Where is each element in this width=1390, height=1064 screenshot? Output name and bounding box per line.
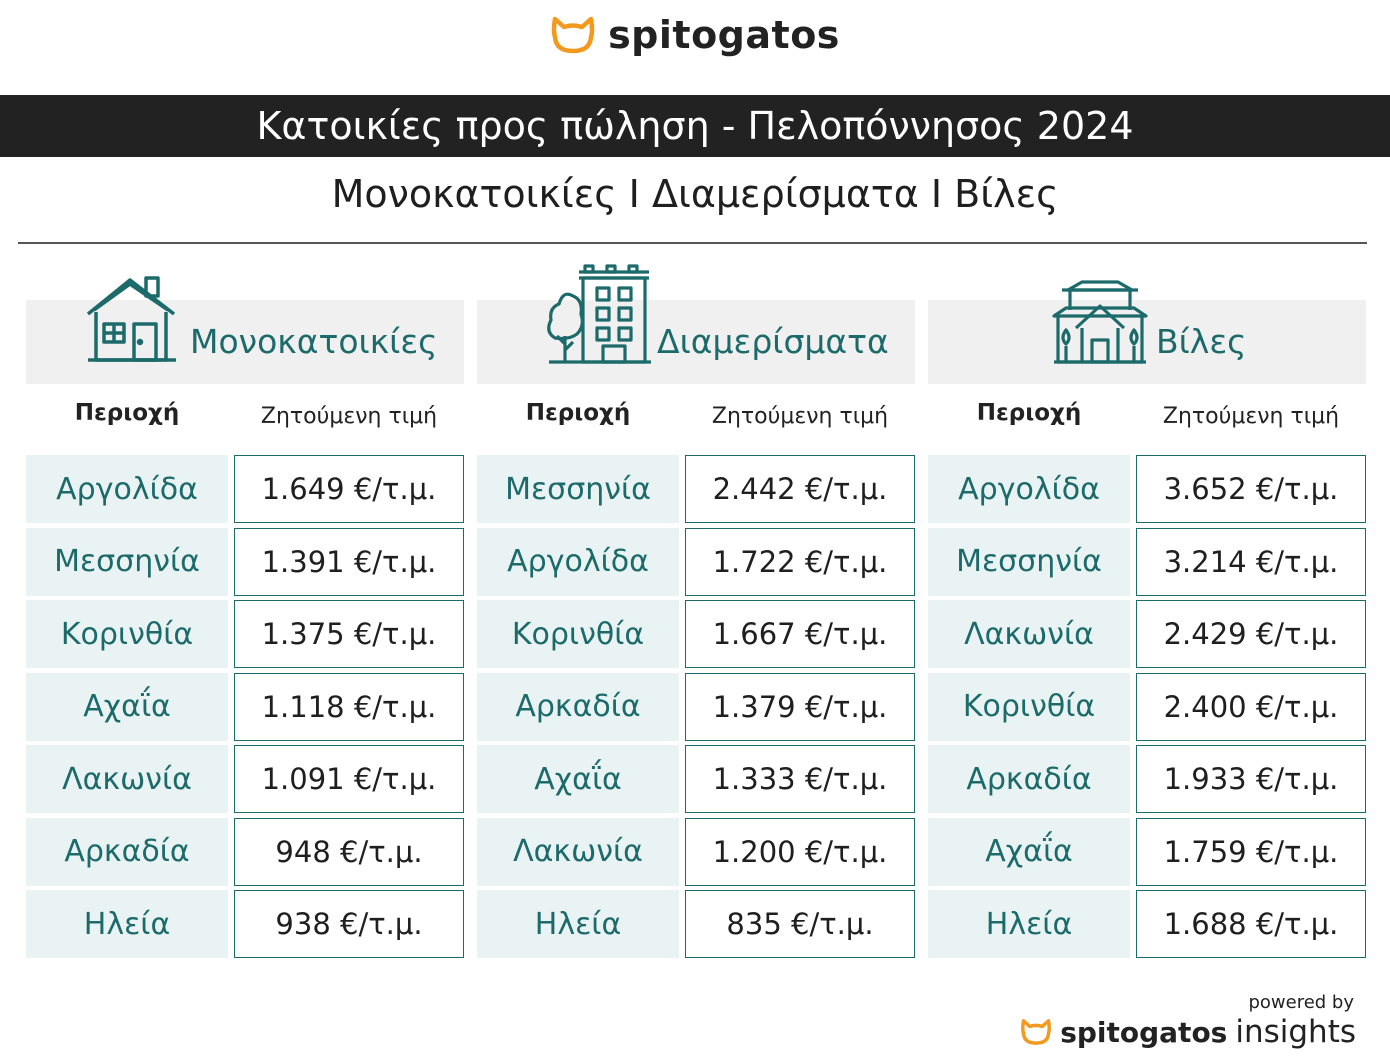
apartment-building-icon xyxy=(547,264,651,364)
page-title: Κατοικίες προς πώληση - Πελοπόννησος 202… xyxy=(256,104,1134,148)
region-cell: Αρκαδία xyxy=(928,745,1130,813)
brand-wordmark: spitogatos xyxy=(608,13,840,57)
region-cell: Ηλεία xyxy=(477,890,679,958)
villa-icon xyxy=(1052,280,1148,364)
table-row: Αχαΐα 1.759 €/τ.μ. xyxy=(928,817,1366,886)
price-cell: 1.200 €/τ.μ. xyxy=(685,817,915,886)
panel-header: Βίλες xyxy=(928,280,1366,384)
table-row: Αργολίδα 1.722 €/τ.μ. xyxy=(477,527,915,596)
price-cell: 2.400 €/τ.μ. xyxy=(1136,672,1366,741)
region-cell: Αργολίδα xyxy=(26,455,228,523)
panel-header: Διαμερίσματα xyxy=(477,264,915,384)
price-cell: 1.667 €/τ.μ. xyxy=(685,600,915,668)
column-header-price: Ζητούμενη τιμή xyxy=(1162,404,1340,429)
column-header-region: Περιοχή xyxy=(74,400,180,426)
table-row: Αργολίδα 1.649 €/τ.μ. xyxy=(26,455,464,523)
column-header-price: Ζητούμενη τιμή xyxy=(260,404,438,429)
footer-wordmark: spitogatos xyxy=(1060,1015,1228,1049)
price-cell: 1.688 €/τ.μ. xyxy=(1136,890,1366,958)
price-cell: 1.379 €/τ.μ. xyxy=(685,672,915,741)
region-cell: Λακωνία xyxy=(26,745,228,813)
category-label: Διαμερίσματα xyxy=(657,322,889,361)
table-row: Αρκαδία 948 €/τ.μ. xyxy=(26,817,464,886)
price-cell: 1.333 €/τ.μ. xyxy=(685,745,915,813)
region-cell: Ηλεία xyxy=(928,890,1130,958)
column-headers: Περιοχή Ζητούμενη τιμή xyxy=(26,398,464,438)
price-cell: 1.933 €/τ.μ. xyxy=(1136,745,1366,813)
panel-villas: Βίλες Περιοχή Ζητούμενη τιμή Αργολίδα 3.6… xyxy=(928,280,1366,958)
table-row: Λακωνία 1.091 €/τ.μ. xyxy=(26,745,464,813)
region-cell: Αρκαδία xyxy=(26,817,228,886)
price-cell: 2.442 €/τ.μ. xyxy=(685,455,915,523)
price-cell: 1.722 €/τ.μ. xyxy=(685,527,915,596)
category-label: Βίλες xyxy=(1156,322,1247,361)
category-label: Μονοκατοικίες xyxy=(190,322,438,361)
region-cell: Αχαΐα xyxy=(477,745,679,813)
price-cell: 1.649 €/τ.μ. xyxy=(234,455,464,523)
table-row: Ηλεία 835 €/τ.μ. xyxy=(477,890,915,958)
column-headers: Περιοχή Ζητούμενη τιμή xyxy=(928,398,1366,438)
cat-logo-icon xyxy=(1021,1019,1052,1045)
table-row: Αρκαδία 1.933 €/τ.μ. xyxy=(928,745,1366,813)
brand-header: spitogatos xyxy=(0,10,1390,60)
house-icon xyxy=(86,276,176,362)
region-cell: Αχαΐα xyxy=(26,672,228,741)
table-row: Ηλεία 1.688 €/τ.μ. xyxy=(928,890,1366,958)
region-cell: Μεσσηνία xyxy=(928,527,1130,596)
region-cell: Κορινθία xyxy=(477,600,679,668)
region-cell: Αργολίδα xyxy=(928,455,1130,523)
price-cell: 1.375 €/τ.μ. xyxy=(234,600,464,668)
price-cell: 1.118 €/τ.μ. xyxy=(234,672,464,741)
region-cell: Αργολίδα xyxy=(477,527,679,596)
column-header-price: Ζητούμενη τιμή xyxy=(711,404,889,429)
footer-insights: insights xyxy=(1235,1014,1356,1050)
price-cell: 2.429 €/τ.μ. xyxy=(1136,600,1366,668)
region-cell: Λακωνία xyxy=(477,817,679,886)
price-cell: 1.391 €/τ.μ. xyxy=(234,527,464,596)
table-row: Αχαΐα 1.333 €/τ.μ. xyxy=(477,745,915,813)
region-cell: Αχαΐα xyxy=(928,817,1130,886)
region-cell: Ηλεία xyxy=(26,890,228,958)
price-cell: 1.759 €/τ.μ. xyxy=(1136,817,1366,886)
region-cell: Μεσσηνία xyxy=(26,527,228,596)
region-cell: Μεσσηνία xyxy=(477,455,679,523)
panel-apartments: Διαμερίσματα Περιοχή Ζητούμενη τιμή Μεσσ… xyxy=(477,264,915,958)
table-row: Κορινθία 1.375 €/τ.μ. xyxy=(26,600,464,668)
price-cell: 1.091 €/τ.μ. xyxy=(234,745,464,813)
table-row: Αρκαδία 1.379 €/τ.μ. xyxy=(477,672,915,741)
region-cell: Κορινθία xyxy=(928,672,1130,741)
column-header-region: Περιοχή xyxy=(976,400,1082,426)
column-headers: Περιοχή Ζητούμενη τιμή xyxy=(477,398,915,438)
column-header-region: Περιοχή xyxy=(525,400,631,426)
panel-header: Μονοκατοικίες xyxy=(26,276,464,384)
cat-logo-icon xyxy=(551,16,595,54)
page-subtitle: Μονοκατοικίες I Διαμερίσματα I Βίλες xyxy=(331,172,1059,216)
table-row: Λακωνία 1.200 €/τ.μ. xyxy=(477,817,915,886)
table-row: Μεσσηνία 2.442 €/τ.μ. xyxy=(477,455,915,523)
price-cell: 938 €/τ.μ. xyxy=(234,890,464,958)
table-row: Λακωνία 2.429 €/τ.μ. xyxy=(928,600,1366,668)
powered-by-label: powered by xyxy=(1248,992,1354,1013)
table-row: Κορινθία 2.400 €/τ.μ. xyxy=(928,672,1366,741)
table-row: Μεσσηνία 3.214 €/τ.μ. xyxy=(928,527,1366,596)
region-cell: Κορινθία xyxy=(26,600,228,668)
price-cell: 3.652 €/τ.μ. xyxy=(1136,455,1366,523)
brand-footer: powered by spitogatos insights xyxy=(956,992,1356,1056)
title-bar: Κατοικίες προς πώληση - Πελοπόννησος 202… xyxy=(0,95,1390,157)
table-row: Ηλεία 938 €/τ.μ. xyxy=(26,890,464,958)
region-cell: Αρκαδία xyxy=(477,672,679,741)
divider xyxy=(18,242,1367,244)
price-cell: 3.214 €/τ.μ. xyxy=(1136,527,1366,596)
price-cell: 948 €/τ.μ. xyxy=(234,817,464,886)
panel-houses: Μονοκατοικίες Περιοχή Ζητούμενη τιμή Αργ… xyxy=(26,276,464,958)
table-row: Αργολίδα 3.652 €/τ.μ. xyxy=(928,455,1366,523)
table-row: Μεσσηνία 1.391 €/τ.μ. xyxy=(26,527,464,596)
price-cell: 835 €/τ.μ. xyxy=(685,890,915,958)
region-cell: Λακωνία xyxy=(928,600,1130,668)
table-row: Αχαΐα 1.118 €/τ.μ. xyxy=(26,672,464,741)
table-row: Κορινθία 1.667 €/τ.μ. xyxy=(477,600,915,668)
